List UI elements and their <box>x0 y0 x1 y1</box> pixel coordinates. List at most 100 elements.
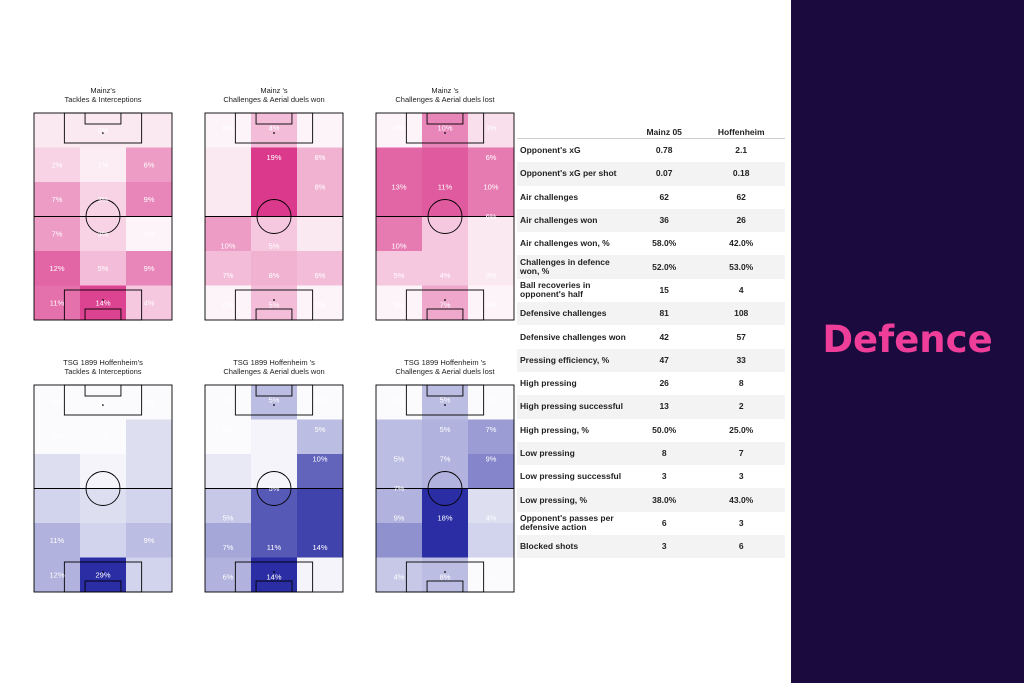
cell-label: 0% <box>223 301 234 310</box>
cell-label: 11% <box>438 182 453 191</box>
heat-cell <box>422 419 469 455</box>
heat-cell <box>297 523 344 558</box>
section-title: Defence <box>822 318 993 361</box>
cell-label: 6% <box>315 271 326 280</box>
table-row: Air challenges 62 62 <box>517 186 785 209</box>
heat-cell <box>205 419 252 455</box>
pitch-title-line: Tackles & Interceptions <box>64 367 142 376</box>
cell-label: 14% <box>95 298 110 307</box>
stat-label: Opponent's passes per defensive action <box>520 513 614 533</box>
cell-label: 0% <box>223 123 234 132</box>
heat-cell <box>205 557 252 593</box>
stat-label: High pressing <box>520 378 577 389</box>
stat-hoffenheim: 4 <box>738 284 744 295</box>
cell-label: 11% <box>50 536 65 545</box>
cell-label: 1% <box>98 160 109 169</box>
heat-cell <box>376 147 423 183</box>
heat-cell <box>80 523 127 558</box>
heat-cell <box>34 385 81 420</box>
heat-cell <box>468 251 515 286</box>
cell-label: 6% <box>223 573 234 582</box>
stat-label: Opponent's xG <box>520 145 581 156</box>
heat-cell <box>34 488 81 524</box>
heat-cell <box>80 385 127 420</box>
cell-label: 3% <box>486 123 497 132</box>
six-yard-box-bottom <box>426 308 464 321</box>
cell-label: 4% <box>486 514 497 523</box>
centre-circle <box>85 199 121 234</box>
stat-label: Air challenges <box>520 191 579 202</box>
cell-label: 7% <box>223 271 234 280</box>
heat-cell <box>34 454 81 489</box>
pitch-title-line: Tackles & Interceptions <box>64 95 142 104</box>
stat-mainz: 58.0% <box>652 238 677 249</box>
pitch-heatmap-5: 0% 5% 0% 0% 5% 10% 5% 5% 7% 11% 14% 6% 14% <box>204 384 344 593</box>
centre-circle <box>85 471 121 506</box>
table-row: Ball recoveries in opponent's half 15 4 <box>517 279 785 302</box>
stat-mainz: 8 <box>631 441 698 466</box>
stat-mainz: 6 <box>661 517 667 528</box>
cell-label: 0% <box>98 432 109 441</box>
table-row: High pressing 26 8 <box>517 372 785 395</box>
stat-mainz: 38.0% <box>631 488 698 512</box>
six-yard-box-top <box>255 384 293 397</box>
six-yard-box-top <box>84 112 122 125</box>
heat-cell <box>126 182 173 217</box>
heat-cell <box>80 113 127 148</box>
cell-label: 9% <box>144 264 155 273</box>
cell-label: 0% <box>486 573 497 582</box>
stat-mainz: 62 <box>659 191 669 202</box>
cell-label: 4% <box>269 123 280 132</box>
cell-label: 4% <box>394 573 405 582</box>
pitch-title-line: Mainz 's <box>431 86 459 95</box>
cell-label: 0% <box>315 395 326 404</box>
heat-cell <box>297 454 344 489</box>
stat-mainz: 52.0% <box>631 255 698 279</box>
heat-cell <box>80 419 127 455</box>
heat-cell <box>297 385 344 420</box>
heat-cell <box>468 557 515 593</box>
table-row: Low pressing successful 3 3 <box>517 465 785 488</box>
header-mainz: Mainz 05 <box>631 126 698 139</box>
pitch-title-line: Challenges & Aerial duels lost <box>395 367 495 376</box>
stat-label: Opponent's xG per shot <box>517 162 631 186</box>
pitch-title-line: Mainz's <box>90 86 116 95</box>
stat-hoffenheim: 33 <box>697 348 785 372</box>
penalty-spot <box>102 571 104 573</box>
stat-hoffenheim: 2 <box>697 395 785 419</box>
pitch-title: Mainz 's Challenges & Aerial duels won <box>179 86 369 104</box>
cell-label: 0% <box>394 301 405 310</box>
heat-cell <box>251 523 298 558</box>
heat-cell <box>297 285 344 321</box>
cell-label: 5% <box>269 242 280 251</box>
heat-cell <box>297 113 344 148</box>
stat-hoffenheim: 2.1 <box>735 145 748 156</box>
stat-label: Blocked shots <box>517 535 631 559</box>
pitch-title-line: TSG 1899 Hoffenheim 's <box>233 358 315 367</box>
cell-label: 0% <box>394 395 405 404</box>
cell-label: 0% <box>223 425 234 434</box>
heat-cell <box>251 385 298 420</box>
heat-cell <box>422 251 469 286</box>
heat-cell <box>205 216 252 252</box>
heat-cell <box>376 419 423 455</box>
heat-cell <box>34 419 81 455</box>
cell-label: 7% <box>52 229 63 238</box>
six-yard-box-top <box>255 112 293 125</box>
heat-cell <box>297 557 344 593</box>
penalty-spot <box>102 404 104 406</box>
cell-label: 0% <box>52 432 63 441</box>
cell-label: 3% <box>486 271 497 280</box>
cell-label: 3% <box>98 229 109 238</box>
heat-cell <box>297 251 344 286</box>
heat-cell <box>376 251 423 286</box>
heat-cell <box>205 182 252 217</box>
heat-cell <box>422 285 469 321</box>
penalty-spot <box>102 132 104 134</box>
table-row: Opponent's xG per shot 0.07 0.18 <box>517 162 785 186</box>
cell-label: 5% <box>269 395 280 404</box>
heat-cell <box>468 454 515 489</box>
heat-cell <box>205 285 252 321</box>
heat-cell <box>126 216 173 252</box>
heat-cell <box>422 385 469 420</box>
